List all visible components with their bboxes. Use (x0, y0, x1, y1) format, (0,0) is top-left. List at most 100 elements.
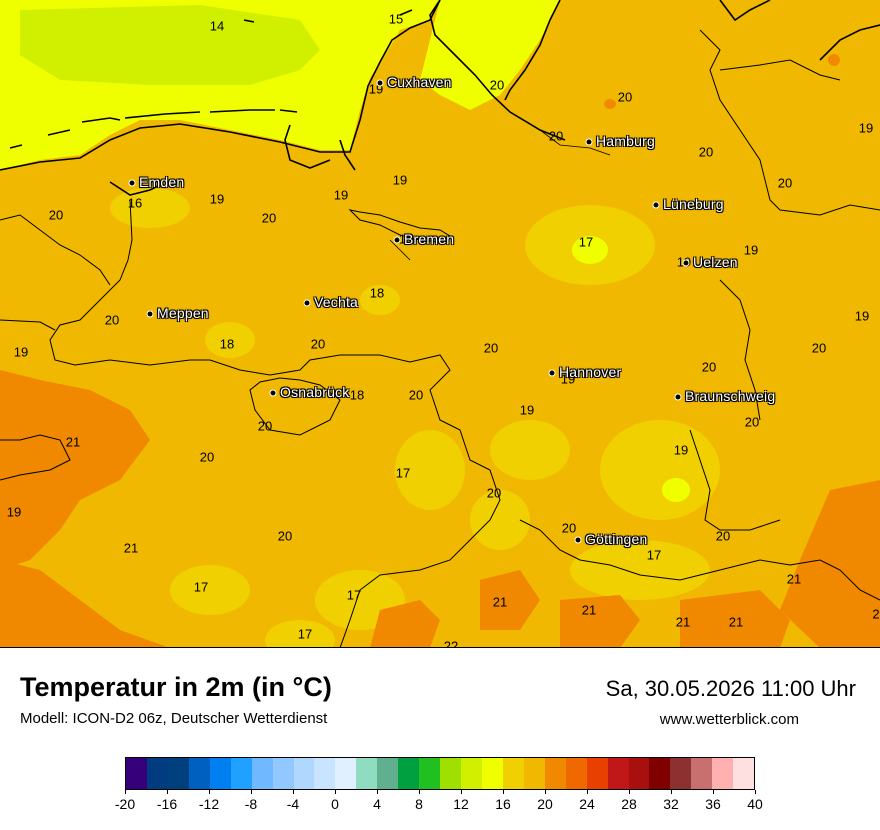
city-label: Bremen (404, 231, 455, 247)
temperature-label: 20 (744, 414, 760, 430)
city-marker (393, 236, 401, 244)
temperature-label: 20 (104, 312, 120, 328)
legend-tick-mark (461, 790, 462, 794)
page-title: Temperatur in 2m (in °C) (20, 672, 332, 702)
legend-swatch (523, 758, 545, 789)
temperature-label: 21 (581, 602, 597, 618)
legend-tick-mark (755, 790, 756, 794)
legend-tick-label: 28 (621, 796, 637, 812)
temperature-label: 20 (408, 387, 424, 403)
temperature-label: 20 (617, 89, 633, 105)
city-label: Meppen (157, 305, 209, 321)
temperature-label: 21 (786, 571, 802, 587)
temperature-label: 21 (123, 540, 139, 556)
legend-swatch (126, 758, 147, 789)
legend-swatch (335, 758, 357, 789)
legend-tick-label: 8 (415, 796, 423, 812)
legend-tick-label: -8 (244, 796, 258, 812)
legend-swatch (314, 758, 336, 789)
temperature-label: 17 (395, 465, 411, 481)
temperature-label: 19 (519, 402, 535, 418)
legend-tick-mark (587, 790, 588, 794)
temperature-label: 20 (715, 528, 731, 544)
temperature-label: 20 (257, 418, 273, 434)
city-label: Hannover (559, 364, 622, 380)
legend-tick-mark (125, 790, 126, 794)
temperature-label: 19 (743, 242, 759, 258)
temperature-label: 19 (6, 504, 22, 520)
temperature-label: 20 (489, 77, 505, 93)
temperature-label: 17 (297, 626, 313, 642)
city-label: Osnabrück (280, 384, 350, 400)
website-link[interactable]: www.wetterblick.com (659, 711, 799, 728)
city-label: Lüneburg (663, 196, 724, 212)
city-marker (682, 259, 690, 267)
legend-swatch (188, 758, 210, 789)
legend-tick-label: 32 (663, 796, 679, 812)
city-marker (652, 201, 660, 209)
temperature-label: 21 (675, 614, 691, 630)
legend-tick-mark (545, 790, 546, 794)
temperature-label: 17 (346, 587, 362, 603)
temperature-label: 19 (398, 231, 414, 247)
temperature-label: 20 (811, 340, 827, 356)
legend-swatch (607, 758, 629, 789)
city-marker (269, 389, 277, 397)
legend-tick-mark (293, 790, 294, 794)
borders (0, 29, 880, 647)
legend-swatch (230, 758, 252, 789)
temperature-label: 17 (193, 579, 209, 595)
ne-land (720, 0, 880, 140)
temperature-label: 19 (333, 187, 349, 203)
legend-swatch (712, 758, 734, 789)
legend-swatch (544, 758, 566, 789)
temperature-label: 19 (13, 344, 29, 360)
city-marker (585, 138, 593, 146)
legend-tick-label: 24 (579, 796, 595, 812)
temperature-label: 19 (673, 442, 689, 458)
color-scale-legend (125, 757, 755, 790)
temperature-label: 20 (548, 128, 564, 144)
legend-swatch (398, 758, 420, 789)
temperature-label: 17 (578, 234, 594, 250)
temperature-label: 21 (492, 594, 508, 610)
temperature-label: 18 (349, 387, 365, 403)
legend-swatch (628, 758, 650, 789)
city-marker (574, 536, 582, 544)
city-marker (128, 179, 136, 187)
legend-swatch (209, 758, 231, 789)
city-marker (674, 393, 682, 401)
temperature-label: 19 (858, 120, 874, 136)
city-marker (376, 79, 384, 87)
legend-swatch (565, 758, 587, 789)
temperature-label: 19 (854, 308, 870, 324)
temperature-label: 20 (698, 144, 714, 160)
temperature-label: 22 (443, 638, 459, 648)
temperature-label: 21 (728, 614, 744, 630)
legend-swatch (649, 758, 671, 789)
bright-patches (572, 236, 690, 502)
temperature-label: 20 (701, 359, 717, 375)
legend-tick-label: -12 (198, 796, 220, 812)
legend-swatch (586, 758, 608, 789)
temperature-label: 19 (392, 172, 408, 188)
legend-swatch (733, 758, 755, 789)
temperature-label: 18 (219, 336, 235, 352)
city-marker (146, 310, 154, 318)
light-patches (110, 188, 720, 647)
legend-swatch (167, 758, 189, 789)
temperature-label: 17 (646, 547, 662, 563)
rivers (389, 129, 611, 261)
legend-tick-mark (377, 790, 378, 794)
legend-swatch (356, 758, 378, 789)
legend-tick-mark (671, 790, 672, 794)
temperature-label: 20 (777, 175, 793, 191)
city-marker (548, 369, 556, 377)
legend-tick-mark (167, 790, 168, 794)
city-label: Braunschweig (685, 388, 776, 404)
temperature-label: 2 (872, 606, 880, 622)
warm-areas (0, 54, 880, 647)
legend-tick-label: 20 (537, 796, 553, 812)
legend-tick-mark (209, 790, 210, 794)
legend-tick-label: 16 (495, 796, 511, 812)
